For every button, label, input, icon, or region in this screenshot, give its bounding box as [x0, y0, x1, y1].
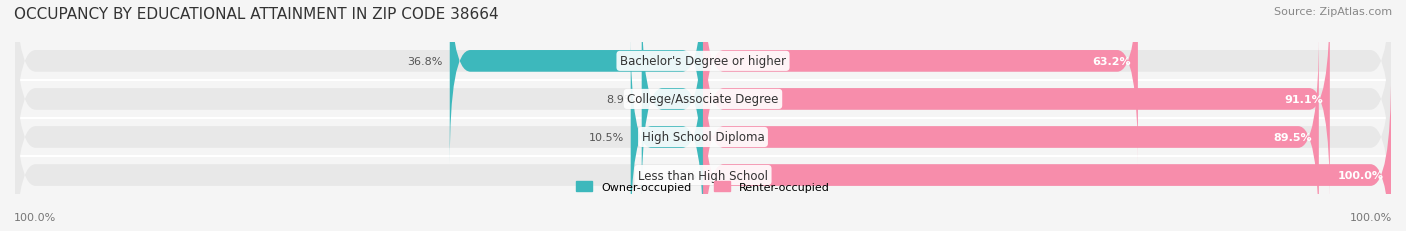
Text: Less than High School: Less than High School [638, 169, 768, 182]
Text: Source: ZipAtlas.com: Source: ZipAtlas.com [1274, 7, 1392, 17]
Text: OCCUPANCY BY EDUCATIONAL ATTAINMENT IN ZIP CODE 38664: OCCUPANCY BY EDUCATIONAL ATTAINMENT IN Z… [14, 7, 499, 22]
Text: 8.9%: 8.9% [606, 94, 636, 104]
FancyBboxPatch shape [450, 0, 703, 164]
FancyBboxPatch shape [15, 72, 1391, 231]
Text: 100.0%: 100.0% [1339, 170, 1384, 180]
Text: 0.0%: 0.0% [668, 170, 696, 180]
FancyBboxPatch shape [703, 0, 1330, 202]
Text: 91.1%: 91.1% [1284, 94, 1323, 104]
Text: 36.8%: 36.8% [408, 57, 443, 67]
FancyBboxPatch shape [15, 0, 1391, 202]
Text: 100.0%: 100.0% [1350, 212, 1392, 222]
Legend: Owner-occupied, Renter-occupied: Owner-occupied, Renter-occupied [571, 177, 835, 196]
Text: 63.2%: 63.2% [1092, 57, 1130, 67]
Text: 100.0%: 100.0% [14, 212, 56, 222]
Text: 89.5%: 89.5% [1274, 132, 1312, 142]
FancyBboxPatch shape [631, 34, 703, 231]
FancyBboxPatch shape [703, 72, 1391, 231]
FancyBboxPatch shape [641, 0, 703, 202]
Text: 10.5%: 10.5% [589, 132, 624, 142]
FancyBboxPatch shape [703, 0, 1137, 164]
FancyBboxPatch shape [703, 34, 1319, 231]
Text: College/Associate Degree: College/Associate Degree [627, 93, 779, 106]
Text: Bachelor's Degree or higher: Bachelor's Degree or higher [620, 55, 786, 68]
FancyBboxPatch shape [15, 34, 1391, 231]
Text: High School Diploma: High School Diploma [641, 131, 765, 144]
FancyBboxPatch shape [15, 0, 1391, 164]
